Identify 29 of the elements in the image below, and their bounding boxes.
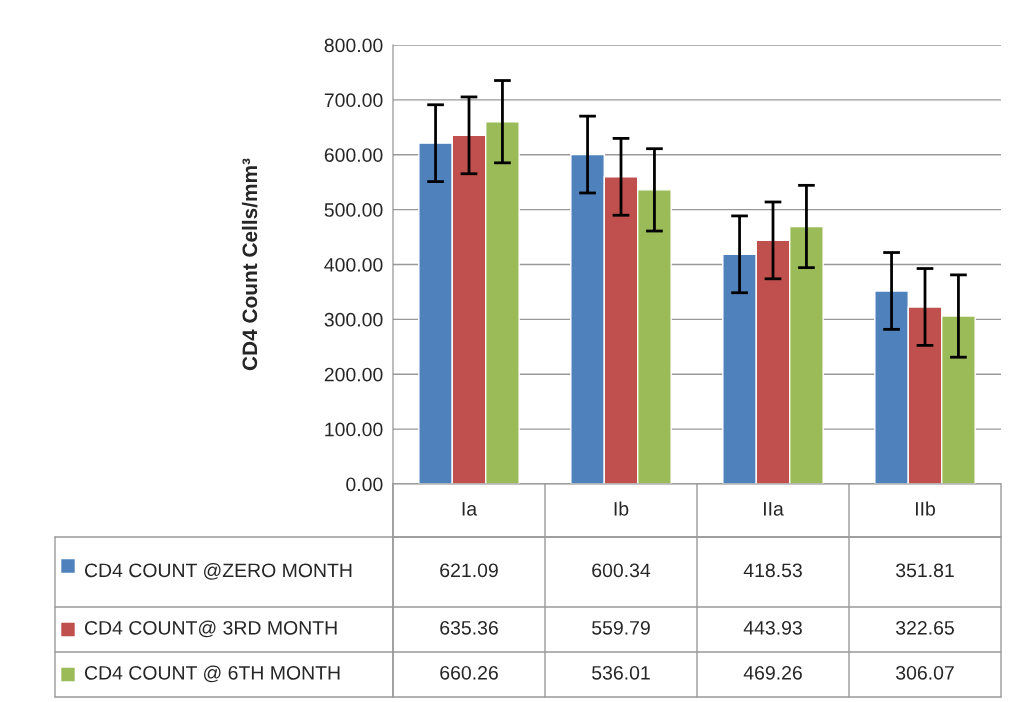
y-tick-label: 700.00	[324, 93, 383, 108]
y-axis-title: CD4 Count Cells/mm³	[241, 158, 258, 371]
data-label: 660.26	[440, 665, 498, 680]
data-label: 418.53	[743, 563, 802, 578]
data-label: 635.36	[440, 620, 498, 635]
data-label: 621.09	[440, 563, 498, 578]
legend-label: CD4 COUNT @ 6TH MONTH	[84, 665, 340, 683]
y-tick-label: 100.00	[325, 422, 383, 437]
y-tick-label: 300.00	[324, 312, 383, 327]
data-label: 536.01	[592, 665, 650, 680]
y-tick-label: 800.00	[324, 38, 383, 53]
x-tick-label: Ia	[462, 502, 478, 516]
data-label: 306.07	[896, 665, 954, 680]
x-tick-label: Ib	[614, 501, 629, 516]
y-tick-label: 500.00	[324, 203, 383, 217]
legend-label: CD4 COUNT @ZERO MONTH	[84, 562, 352, 580]
y-tick-label: 200.00	[324, 367, 383, 382]
data-label: 600.34	[592, 563, 651, 578]
data-label: 559.79	[592, 620, 650, 635]
y-tick-label: 400.00	[324, 257, 383, 272]
legend-label: CD4 COUNT@ 3RD MONTH	[84, 620, 337, 638]
data-label: 322.65	[896, 620, 954, 635]
x-tick-label: IIa	[763, 502, 784, 516]
data-label: 469.26	[743, 665, 802, 680]
data-label: 351.81	[896, 563, 954, 578]
y-tick-label: 600.00	[324, 148, 383, 162]
data-label: 443.93	[743, 620, 802, 635]
x-tick-label: IIb	[915, 501, 935, 516]
y-tick-label: 0.00	[346, 477, 383, 492]
